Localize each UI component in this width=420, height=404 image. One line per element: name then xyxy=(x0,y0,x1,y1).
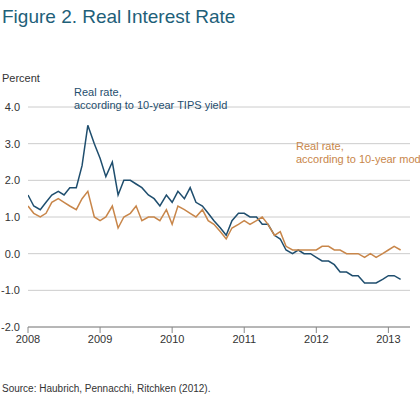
svg-text:2009: 2009 xyxy=(88,333,112,345)
svg-text:2010: 2010 xyxy=(160,333,184,345)
svg-text:2013: 2013 xyxy=(376,333,400,345)
html-text:Real rate,: Real rate, xyxy=(74,86,122,98)
svg-text:2008: 2008 xyxy=(16,333,40,345)
svg-text:3.0: 3.0 xyxy=(8,138,20,150)
svg-text:0.0: 0.0 xyxy=(8,248,20,260)
svg-text:-2.0: -2.0 xyxy=(8,321,20,333)
svg-text:4.0: 4.0 xyxy=(8,101,20,113)
svg-text:2012: 2012 xyxy=(304,333,328,345)
html-text:Percent: Percent xyxy=(2,72,40,84)
svg-text:1.0: 1.0 xyxy=(8,211,20,223)
html-text:Source: Haubrich, Pennacchi, R: Source: Haubrich, Pennacchi, Ritchken (2… xyxy=(2,383,211,394)
html-text:Real rate,: Real rate, xyxy=(296,140,344,152)
html-text:Figure 2. Real Interest Rate: Figure 2. Real Interest Rate xyxy=(2,6,236,27)
html-text:according to 10-year TIPS yiel: according to 10-year TIPS yield xyxy=(74,99,228,111)
svg-text:-1.0: -1.0 xyxy=(8,284,20,296)
svg-text:2011: 2011 xyxy=(232,333,256,345)
svg-text:2.0: 2.0 xyxy=(8,174,20,186)
